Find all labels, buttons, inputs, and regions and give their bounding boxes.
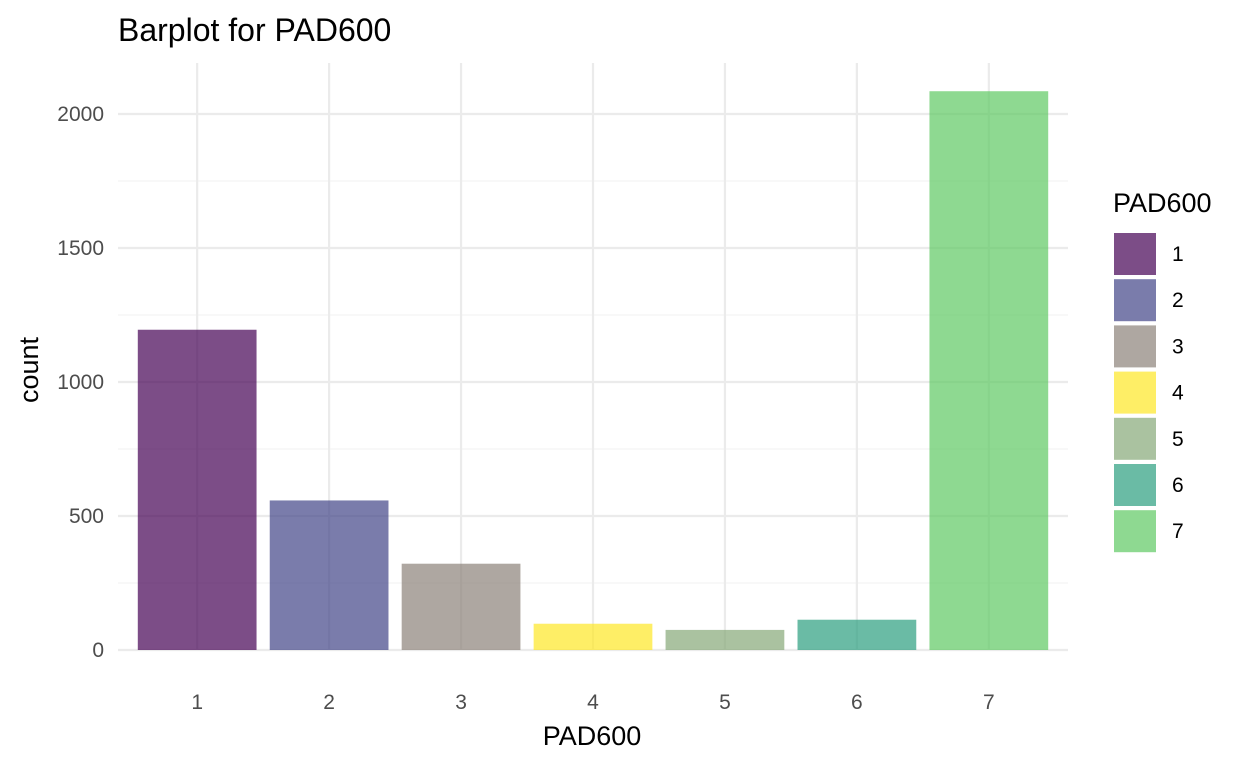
- bars: [137, 91, 1049, 651]
- grid: [118, 63, 1068, 652]
- legend-label: 4: [1172, 382, 1184, 405]
- x-tick-label: 3: [455, 691, 467, 714]
- legend-key-2: [1114, 279, 1156, 322]
- x-tick-label: 1: [191, 691, 203, 714]
- legend-key-5: [1114, 417, 1156, 460]
- x-tick-label: 7: [983, 691, 995, 714]
- bar-1: [137, 329, 257, 650]
- bar-5: [665, 629, 785, 650]
- legend-label: 5: [1172, 428, 1184, 451]
- y-tick-label: 1000: [57, 371, 104, 394]
- y-tick-label: 500: [69, 505, 104, 528]
- y-axis-title: count: [14, 336, 44, 403]
- chart-title: Barplot for PAD600: [118, 12, 391, 48]
- legend-key-6: [1114, 464, 1156, 506]
- legend-key-1: [1114, 233, 1156, 275]
- bar-3: [401, 563, 521, 650]
- legend: PAD600 1 2 3 4 5 6 7: [1113, 188, 1212, 553]
- y-axis-ticks: 0 500 1000 1500 2000: [57, 103, 104, 662]
- x-tick-label: 4: [587, 691, 599, 714]
- legend-key-3: [1114, 325, 1156, 368]
- y-tick-label: 0: [92, 639, 104, 662]
- bar-2: [269, 500, 389, 650]
- legend-label: 3: [1172, 335, 1184, 358]
- x-axis-ticks: 1 2 3 4 5 6 7: [191, 691, 994, 714]
- legend-label: 7: [1172, 520, 1184, 543]
- y-tick-label: 1500: [57, 237, 104, 260]
- bar-6: [797, 619, 917, 650]
- legend-label: 2: [1172, 289, 1184, 312]
- y-tick-label: 2000: [57, 103, 104, 126]
- legend-title: PAD600: [1113, 188, 1212, 218]
- legend-key-4: [1114, 371, 1156, 414]
- x-tick-label: 6: [851, 691, 863, 714]
- legend-label: 6: [1172, 474, 1184, 497]
- legend-label: 1: [1172, 243, 1184, 266]
- legend-key-7: [1114, 510, 1156, 553]
- x-tick-label: 2: [323, 691, 335, 714]
- bar-4: [533, 623, 653, 650]
- x-axis-title: PAD600: [543, 721, 642, 751]
- bar-7: [929, 91, 1049, 651]
- x-tick-label: 5: [719, 691, 731, 714]
